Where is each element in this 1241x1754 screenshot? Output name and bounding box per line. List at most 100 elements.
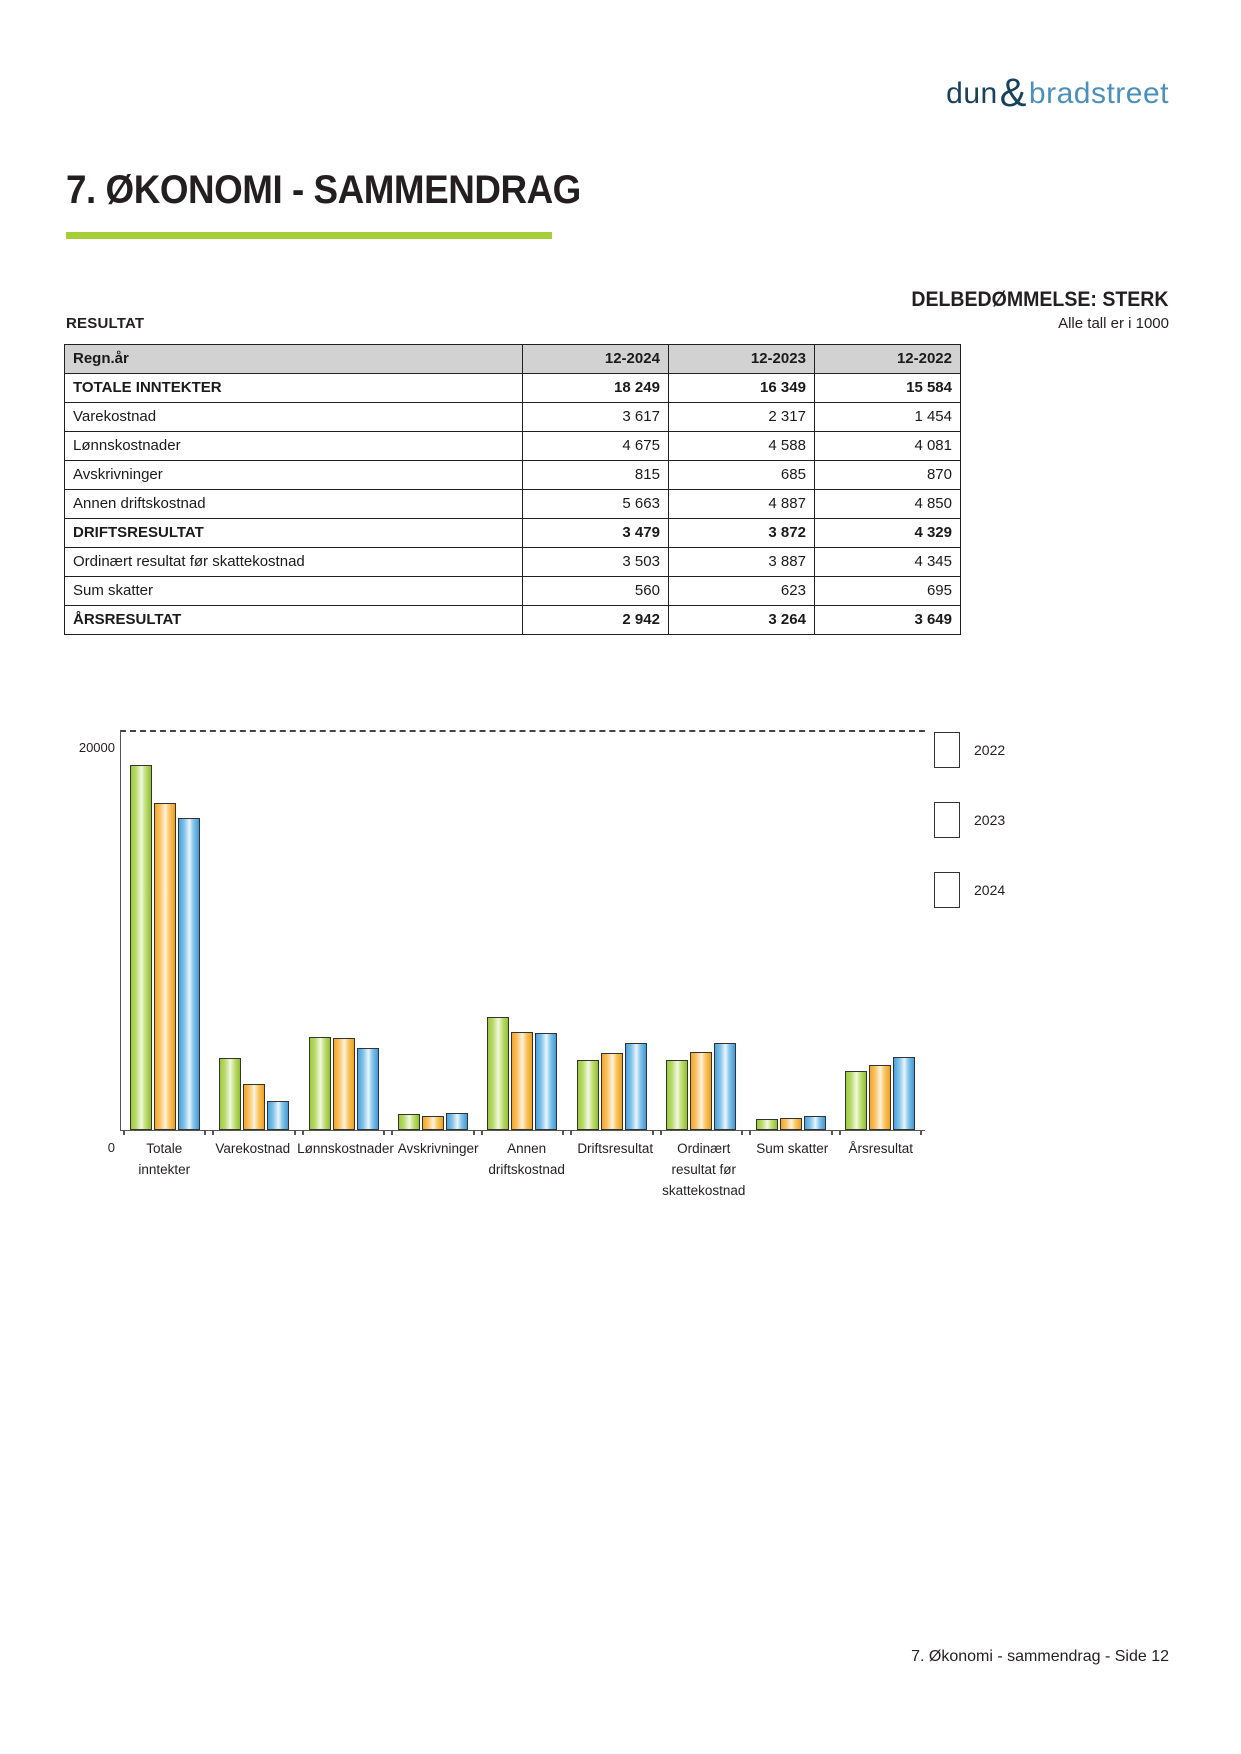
- cell-2024: 815: [521, 460, 669, 490]
- chart-bar-2024: [219, 1057, 242, 1130]
- chart-bar-2022: [177, 818, 200, 1130]
- table-row: ÅRSRESULTAT 2 942 3 264 3 649: [64, 605, 962, 635]
- cell-2024: 4 675: [521, 431, 669, 461]
- chart-bar-2022: [893, 1057, 916, 1130]
- y-axis-tick-min: 0: [107, 1140, 115, 1155]
- chart-bar-group: [209, 730, 298, 1135]
- chart-bar-group: [120, 730, 209, 1135]
- row-label: Lønnskostnader: [64, 431, 523, 461]
- chart-x-label: Totale inntekter: [138, 1141, 191, 1177]
- dun-bradstreet-logo: dun & bradstreet: [946, 68, 1169, 115]
- page-title: 7. ØKONOMI - SAMMENDRAG: [66, 168, 581, 212]
- chart-top-dashed-line: [120, 730, 925, 732]
- chart-bar-2024: [845, 1071, 868, 1130]
- chart-bar-2024: [755, 1118, 778, 1130]
- chart-bar-group: [299, 730, 388, 1135]
- column-header-12-2024: 12-2024: [521, 344, 669, 374]
- row-label: ÅRSRESULTAT: [64, 605, 523, 635]
- chart-bar-group: [657, 730, 746, 1135]
- chart-bar-2024: [129, 765, 152, 1130]
- legend-item-2022: 2022: [934, 732, 1054, 768]
- chart-bar-group: [836, 730, 925, 1135]
- cell-2024: 18 249: [521, 373, 669, 403]
- section-label-resultat: RESULTAT: [66, 315, 145, 332]
- y-axis-tick-max: 20000: [78, 740, 115, 755]
- chart-x-label: Lønnskostnader: [297, 1141, 394, 1156]
- column-header-regnaar: Regn.år: [64, 344, 523, 374]
- chart-x-label: Driftsresultat: [577, 1141, 654, 1156]
- chart-bar-group: [478, 730, 567, 1135]
- legend-item-2024: 2024: [934, 872, 1054, 908]
- chart-legend: 2022 2023 2024: [934, 732, 1054, 942]
- row-label: Annen driftskostnad: [64, 489, 523, 519]
- cell-2024: 2 942: [521, 605, 669, 635]
- cell-2023: 623: [667, 576, 815, 606]
- table-row: Annen driftskostnad 5 663 4 887 4 850: [64, 489, 962, 519]
- table-row: Varekostnad 3 617 2 317 1 454: [64, 402, 962, 432]
- financial-bar-chart: 20000 0 Totale inntekter Varekostnad Lønnsk…: [64, 712, 1064, 1202]
- assessment-heading: DELBEDØMMELSE: STERK: [911, 288, 1169, 311]
- chart-bar-group: [746, 730, 835, 1135]
- logo-ampersand-icon: &: [999, 71, 1027, 115]
- chart-bar-2023: [511, 1032, 534, 1130]
- chart-x-label: Avskrivninger: [397, 1141, 479, 1156]
- chart-bar-2023: [690, 1052, 713, 1130]
- cell-2022: 1 454: [813, 402, 962, 432]
- chart-bar-2023: [153, 803, 176, 1130]
- table-row: Avskrivninger 815 685 870: [64, 460, 962, 490]
- units-note: Alle tall er i 1000: [1058, 315, 1169, 332]
- cell-2022: 870: [813, 460, 962, 490]
- chart-bar-2023: [422, 1116, 445, 1130]
- cell-2022: 15 584: [813, 373, 962, 403]
- chart-x-label: Sum skatter: [756, 1141, 829, 1156]
- financial-summary-table: Regn.år 12-2024 12-2023 12-2022 TOTALE I…: [64, 344, 962, 635]
- row-label: Ordinært resultat før skattekostnad: [64, 547, 523, 577]
- column-header-12-2023: 12-2023: [667, 344, 815, 374]
- chart-x-label: Varekostnad: [215, 1141, 291, 1156]
- chart-bar-2022: [356, 1048, 379, 1130]
- page-footer: 7. Økonomi - sammendrag - Side 12: [911, 1648, 1169, 1665]
- chart-x-label: Annen driftskostnad: [488, 1141, 565, 1177]
- cell-2022: 695: [813, 576, 962, 606]
- chart-bar-group: [567, 730, 656, 1135]
- chart-bar-2023: [600, 1052, 623, 1130]
- chart-bar-2023: [332, 1038, 355, 1130]
- chart-bar-2022: [803, 1116, 826, 1130]
- chart-bar-2022: [624, 1043, 647, 1130]
- chart-bar-groups: [120, 730, 925, 1135]
- chart-x-label: Årsresultat: [848, 1141, 914, 1156]
- cell-2023: 2 317: [667, 402, 815, 432]
- chart-bar-2024: [398, 1113, 421, 1130]
- row-label: Avskrivninger: [64, 460, 523, 490]
- chart-bar-group: [388, 730, 477, 1135]
- cell-2022: 4 345: [813, 547, 962, 577]
- cell-2024: 3 617: [521, 402, 669, 432]
- chart-bar-2024: [308, 1036, 331, 1130]
- column-header-12-2022: 12-2022: [813, 344, 962, 374]
- chart-plot-area: 20000 0: [79, 730, 925, 1155]
- legend-swatch-2023: [934, 802, 960, 838]
- chart-bar-2022: [714, 1043, 737, 1130]
- table-row: DRIFTSRESULTAT 3 479 3 872 4 329: [64, 518, 962, 548]
- row-label: DRIFTSRESULTAT: [64, 518, 523, 548]
- cell-2023: 3 887: [667, 547, 815, 577]
- cell-2023: 16 349: [667, 373, 815, 403]
- legend-item-2023: 2023: [934, 802, 1054, 838]
- table-header-row: Regn.år 12-2024 12-2023 12-2022: [64, 344, 962, 374]
- table-row: Lønnskostnader 4 675 4 588 4 081: [64, 431, 962, 461]
- legend-label: 2023: [974, 812, 1006, 828]
- cell-2022: 4 081: [813, 431, 962, 461]
- legend-label: 2022: [974, 742, 1006, 758]
- chart-bar-2022: [267, 1100, 290, 1130]
- chart-bar-2022: [535, 1033, 558, 1130]
- chart-x-label: Ordinært resultat før skattekostnad: [662, 1141, 746, 1198]
- cell-2023: 685: [667, 460, 815, 490]
- legend-swatch-2022: [934, 732, 960, 768]
- row-label: TOTALE INNTEKTER: [64, 373, 523, 403]
- chart-bar-2023: [243, 1083, 266, 1130]
- cell-2022: 3 649: [813, 605, 962, 635]
- table-row: Sum skatter 560 623 695: [64, 576, 962, 606]
- cell-2023: 4 887: [667, 489, 815, 519]
- cell-2024: 3 479: [521, 518, 669, 548]
- cell-2023: 3 872: [667, 518, 815, 548]
